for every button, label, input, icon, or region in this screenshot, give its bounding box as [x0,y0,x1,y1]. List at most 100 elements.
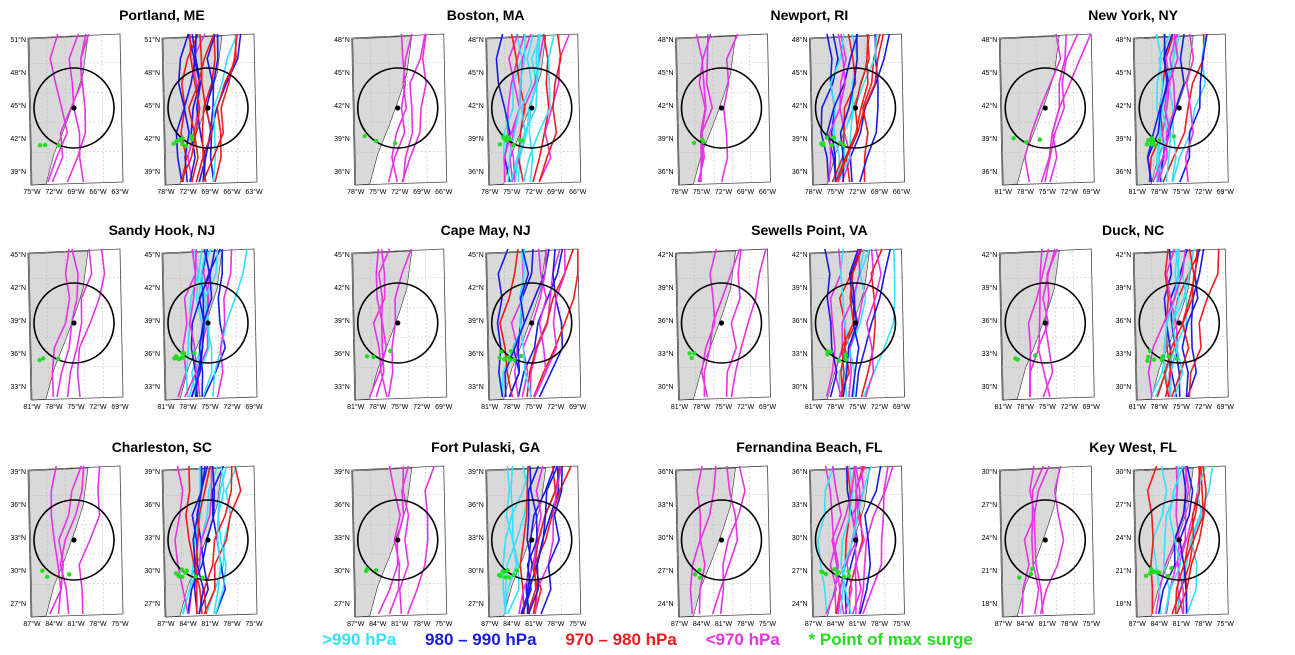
max-surge-point [1147,571,1153,576]
storm-track [1150,248,1181,398]
lon-tick-label: 66°W [89,188,107,196]
storm-track [839,33,859,183]
parallel-line [1134,523,1228,526]
max-surge-point [1174,356,1179,361]
station-group: Portland, ME 51°N 48°N 45°N 42°N 39°N 75°W 72°W… [10,7,263,196]
parallel-line [486,62,580,64]
lat-tick-label: 33°N [144,534,160,542]
radius-circle [680,282,763,364]
lon-tick-label: 75°W [827,188,845,196]
storm-track [1039,465,1065,615]
station-group: Fort Pulaski, GA 39°N 36°N 33°N 30°N 27°N 87°W… [334,439,587,628]
max-surge-point [1165,573,1171,579]
lon-tick-label: 81°W [391,620,409,628]
station-title: Newport, RI [770,7,848,23]
lon-tick-label: 81°W [671,403,689,411]
lon-tick-label: 87°W [1129,620,1147,628]
lon-tick-label: 81°W [481,403,499,411]
storm-track [66,248,93,398]
station-marker [718,105,725,111]
storm-track [526,465,572,615]
lon-tick-label: 78°W [671,188,689,196]
station-title: Cape May, NJ [441,222,531,238]
lat-tick-label: 36°N [792,168,808,176]
map-panel-right: 48°N 45°N 42°N 39°N 36°N 78°W 75°W 72°W 69°W 66°W [792,33,910,196]
lon-tick-label: 63°W [245,188,263,196]
lat-tick-label: 48°N [468,36,484,44]
station-marker [1042,320,1048,326]
meridian-line [748,467,752,615]
lat-tick-label: 36°N [658,317,674,325]
lon-tick-label: 81°W [1039,620,1057,628]
meridian-line [425,35,428,183]
lon-tick-label: 81°W [157,403,175,411]
lat-tick-label: 36°N [658,468,674,476]
lon-tick-label: 78°W [1151,403,1169,411]
max-surge-point [514,568,520,573]
storm-track-figure: Portland, ME 51°N 48°N 45°N 42°N 39°N 75°W 72°W… [10,7,1235,628]
storm-track [212,248,248,398]
storm-track [202,33,238,183]
lat-tick-label: 33°N [334,383,350,391]
storm-track [858,465,894,615]
station-title: Fort Pulaski, GA [431,439,540,455]
max-surge-point [1037,137,1043,142]
lat-tick-label: 36°N [792,317,808,325]
lon-tick-label: 75°W [715,403,733,411]
max-surge-point [171,141,176,146]
meridian-line [748,250,752,398]
meridian-line [1072,250,1076,398]
station-marker [1176,320,1182,326]
max-surge-point [687,351,692,356]
station-marker [205,537,211,543]
lon-tick-label: 75°W [893,620,911,628]
storm-track [700,248,717,398]
max-surge-point [517,138,523,143]
storm-track [538,33,562,183]
meridian-line [748,35,752,183]
parallel-line [1000,336,1094,339]
parallel-line [162,121,257,124]
station-group: Key West, FL 30°N 27°N 24°N 21°N 18°N 87°W 84°W… [982,439,1235,628]
storm-track [521,465,538,615]
lat-tick-label: 42°N [10,135,26,143]
radius-circle [33,67,115,149]
lat-tick-label: 45°N [10,102,26,110]
parallel-line [162,494,257,496]
station-group: Fernandina Beach, FL 36°N 33°N 30°N 27°N 24°N… [658,439,911,628]
lat-tick-label: 36°N [10,350,26,358]
lat-tick-label: 51°N [10,36,26,44]
radius-circle [1138,499,1221,581]
max-surge-point [1151,141,1156,146]
radius-circle [1004,282,1087,364]
meridian-line [1017,250,1020,398]
station-marker [529,320,535,326]
lon-tick-label: 78°W [413,620,431,628]
max-surge-point [697,575,703,580]
lat-tick-label: 39°N [1116,284,1132,292]
storm-track [526,465,540,615]
lon-tick-label: 69°W [111,403,129,411]
station-marker [71,320,77,326]
parallel-line [28,91,123,94]
parallel-line [676,553,770,556]
lat-tick-label: 33°N [10,383,26,391]
radius-circle [356,67,439,149]
parallel-line [486,121,580,124]
max-surge-point [831,135,836,140]
storm-track [1156,33,1171,183]
max-surge-point [828,349,834,354]
storm-track [538,33,571,183]
lat-tick-label: 24°N [982,534,998,542]
map-panel-left: 45°N 42°N 39°N 36°N 33°N 81°W 78°W 75°W 72°W 69°W [334,248,453,411]
station-title: Fernandina Beach, FL [736,439,883,455]
max-surge-point [1166,354,1171,359]
map-panel-right: 45°N 42°N 39°N 36°N 33°N 81°W 78°W 75°W 72°W 69°W [144,248,263,411]
station-title: Sewells Point, VA [751,222,867,238]
max-surge-point [846,573,852,579]
parallel-line [676,91,770,94]
max-surge-point [192,351,197,356]
radius-circle [490,499,573,581]
storm-track [855,248,892,398]
station-group: Newport, RI 48°N 45°N 42°N 39°N 36°N 78°W 75°W 7… [658,7,911,196]
